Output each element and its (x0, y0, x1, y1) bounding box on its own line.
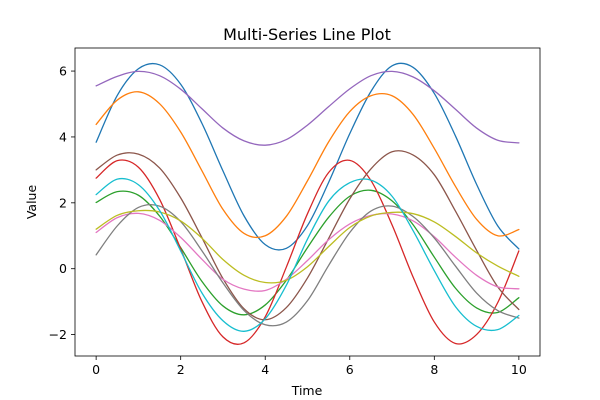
plot-frame (74, 47, 541, 357)
series-line-5 (95, 70, 520, 146)
x-axis: 0 2 4 6 8 10 (92, 356, 527, 377)
series-line-8 (95, 203, 520, 327)
x-tick-label: 0 (92, 362, 100, 377)
y-tick-label: 2 (59, 195, 67, 210)
x-tick-label: 6 (346, 362, 354, 377)
y-tick-label: 0 (59, 261, 67, 276)
chart-title: Multi-Series Line Plot (223, 25, 391, 44)
y-tick-label: 4 (59, 129, 67, 144)
x-tick-label: 10 (511, 362, 527, 377)
y-tick-label: −2 (49, 327, 67, 342)
series-line-4 (95, 159, 520, 345)
series-line-9 (95, 209, 520, 284)
series-layer (95, 62, 520, 345)
x-axis-label: Time (291, 383, 323, 398)
series-line-3 (95, 189, 520, 316)
y-tick-label: 6 (59, 64, 67, 79)
y-axis: −2 0 2 4 6 (49, 64, 75, 342)
y-axis-label: Value (24, 185, 39, 220)
series-line-10 (95, 177, 520, 332)
x-tick-label: 4 (261, 362, 269, 377)
x-tick-label: 8 (430, 362, 438, 377)
series-line-1 (95, 62, 520, 251)
series-line-7 (95, 212, 520, 292)
series-line-6 (95, 150, 520, 321)
x-tick-label: 2 (177, 362, 185, 377)
series-line-2 (95, 91, 520, 239)
